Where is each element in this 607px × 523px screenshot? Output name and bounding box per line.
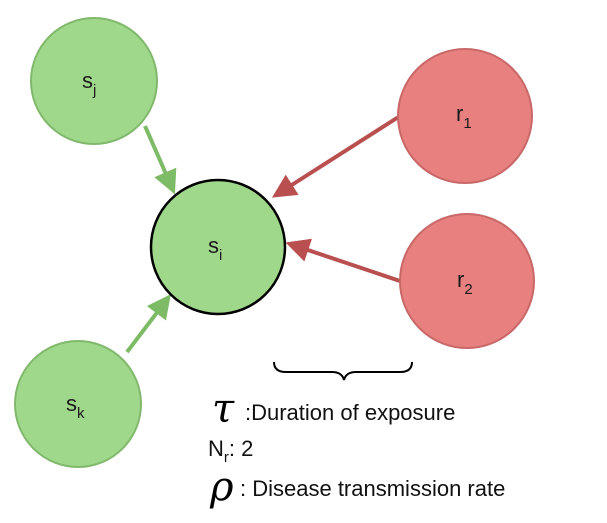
exposure-bracket <box>273 361 413 381</box>
edge-sk-to-si <box>125 294 171 354</box>
node-sk: sk <box>14 340 142 468</box>
tau-description: :Duration of exposure <box>245 400 455 425</box>
node-sj: sj <box>30 17 158 145</box>
node-r2-label: r2 <box>457 267 473 298</box>
rho-symbol: ρ <box>209 464 234 510</box>
node-sk-label: sk <box>66 391 85 422</box>
legend: τ :Duration of exposure Nr: 2 ρ : Diseas… <box>208 386 505 510</box>
node-sj-label: sj <box>82 68 96 99</box>
node-r1-label: r1 <box>456 101 472 132</box>
rho-description: : Disease transmission rate <box>240 476 505 501</box>
node-r2: r2 <box>399 213 535 349</box>
nr-label: Nr: 2 <box>208 436 253 466</box>
tau-symbol: τ <box>212 386 235 432</box>
edge-r1-to-si <box>271 114 402 198</box>
edge-sj-to-si <box>143 125 177 195</box>
node-r1: r1 <box>397 48 533 184</box>
node-si: si <box>149 178 287 316</box>
node-si-label: si <box>208 233 222 264</box>
edge-r2-to-si <box>285 238 401 283</box>
